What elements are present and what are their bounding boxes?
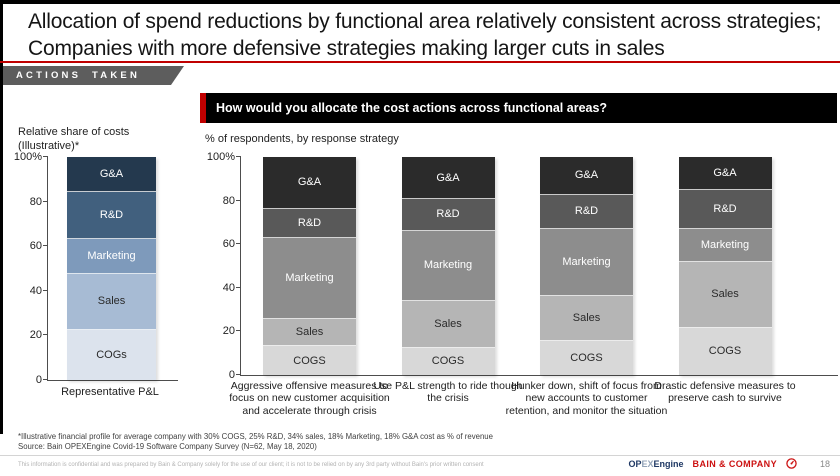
y-axis-tick [43,156,48,157]
opexengine-logo-part3: Engine [653,458,684,469]
category-label: Aggressive offensive measures to focus o… [229,380,390,417]
y-axis-tick [236,286,241,288]
y-axis-tick [43,334,48,336]
pnl-chart-category-label: Representative P&L [61,386,159,398]
slide-left-border [0,0,3,434]
survey-chart-plot: 0 20 40 60 80 100% COGS Sales Marketing R&D G&A COG… [207,151,838,417]
question-banner-text: How would you allocate the cost actions … [216,101,608,115]
y-axis-tick-label: 80 [222,194,235,207]
y-axis-tick-label: 0 [35,374,42,386]
pnl-chart-plot: 0 20 40 60 80 100% COGs Sales Marketing R&D G&A [14,151,178,386]
source-note: Source: Bain OPEXEngine Covid-19 Softwar… [18,442,317,451]
y-axis-tick [43,289,48,291]
y-axis-tick-label: 100% [13,151,42,163]
y-axis-tick [236,330,241,332]
y-axis-tick-label: 20 [222,325,235,338]
category-label: Use P&L strength to ride though the cris… [373,380,523,405]
bar-segment-cogs: COGS [401,347,495,375]
y-axis-tick [236,156,241,157]
footer-logos: OPEXEngine BAIN & COMPANY 18 [629,458,830,469]
y-axis-tick-label: 0 [228,369,235,381]
bar-segment-ga: G&A [67,156,156,193]
bar-segment-marketing: Marketing [263,238,356,320]
bar-segment-sales: Sales [401,300,495,348]
survey-chart-subtitle: % of respondents, by response strategy [205,133,399,145]
bain-company-logo: BAIN & COMPANY [692,458,777,469]
footer-disclaimer: This information is confidential and was… [18,462,484,468]
category-label: Drastic defensive measures to preserve c… [654,380,796,405]
bar-segment-ga: G&A [540,156,633,195]
stacked-bar: COGs Sales Marketing R&D G&A [67,156,156,380]
y-axis-tick-label: 100% [206,151,235,163]
bar-segment-sales: Sales [67,273,156,330]
y-axis-tick [236,199,241,201]
bar-segment-sales: Sales [678,262,772,328]
y-axis-tick-label: 20 [29,329,42,342]
category-label: Hunker down, shift of focus from new acc… [505,380,668,417]
bar-segment-rd: R&D [263,208,356,239]
bar-segment-sales: Sales [263,319,356,347]
y-axis-tick [43,200,48,202]
title-underline [0,61,840,63]
page-number: 18 [819,458,830,469]
bar-segment-rd: R&D [678,190,772,230]
bar-segment-marketing: Marketing [540,229,633,297]
y-axis-tick-label: 40 [29,284,42,297]
slide-title: Allocation of spend reductions by functi… [28,10,822,60]
slide-top-border [0,0,840,4]
y-axis-tick [236,243,241,245]
bain-compass-icon [786,458,797,469]
bar-segment-ga: G&A [263,157,356,209]
bars-container: COGS Sales Marketing R&D G&A COGS Sales Marketi… [241,156,838,375]
stacked-bar: COGS Sales Marketing R&D G&A [401,156,495,375]
pnl-chart-title: Relative share of costs (Illustrative)* [18,126,130,153]
y-axis-tick-label: 60 [29,240,42,253]
section-tag: ACTIONS TAKEN [3,66,184,85]
opexengine-logo: OPEXEngine [629,459,684,469]
bar-segment-ga: G&A [678,157,772,191]
bar-segment-cogs: COGS [263,346,356,375]
footnote: *Illustrative financial profile for aver… [18,432,493,441]
opexengine-logo-part2: EX [641,458,654,469]
bar-segment-ga: G&A [401,156,495,200]
bar-segment-marketing: Marketing [401,230,495,301]
stacked-bar: COGS Sales Marketing R&D G&A [540,156,633,375]
y-axis-tick-label: 80 [29,195,42,208]
opexengine-logo-part1: OP [628,458,642,469]
y-axis-tick-label: 40 [222,281,235,294]
bar-segment-marketing: Marketing [67,238,156,274]
y-axis-tick [236,374,241,375]
stacked-bar: COGS Sales Marketing R&D G&A [678,157,772,375]
y-axis-tick-label: 60 [222,238,235,251]
bar-segment-rd: R&D [540,194,633,230]
bars-container: COGs Sales Marketing R&D G&A [48,156,178,380]
bar-segment-sales: Sales [540,296,633,342]
y-axis-tick [43,245,48,247]
bar-segment-cogs: COGs [67,329,156,380]
question-banner: How would you allocate the cost actions … [200,93,837,123]
bar-segment-marketing: Marketing [678,229,772,263]
bar-segment-cogs: COGS [540,341,633,375]
bar-segment-cogs: COGS [678,327,772,375]
bar-segment-rd: R&D [401,199,495,231]
bar-segment-rd: R&D [67,192,156,239]
question-banner-accent [200,93,206,123]
y-axis-tick [43,379,48,380]
footer-divider [0,455,840,456]
stacked-bar: COGS Sales Marketing R&D G&A [263,157,356,375]
